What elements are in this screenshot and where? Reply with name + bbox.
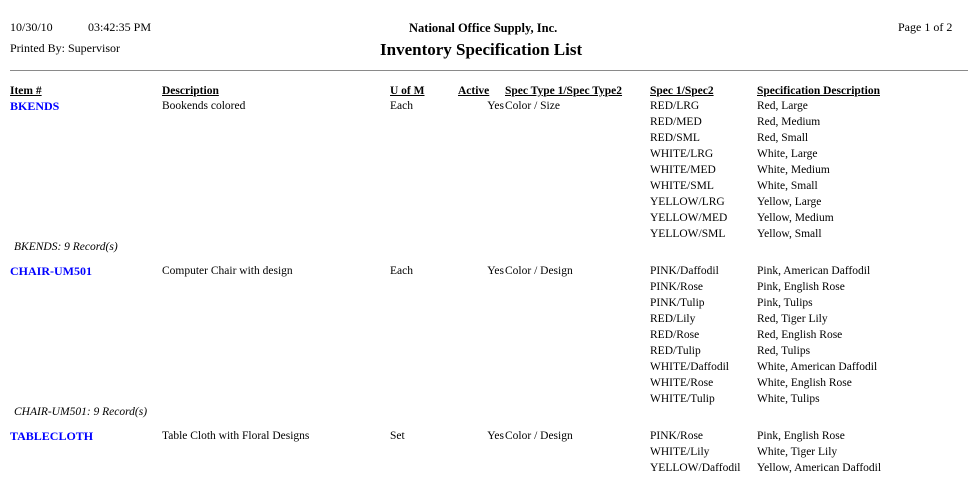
item-uom: Each xyxy=(390,100,413,112)
spec-code: WHITE/Rose xyxy=(650,377,714,389)
item-active: Yes xyxy=(487,100,504,112)
spec-code: WHITE/SML xyxy=(650,180,714,192)
spec-code: RED/SML xyxy=(650,132,700,144)
item-active: Yes xyxy=(487,265,504,277)
spec-code: PINK/Rose xyxy=(650,430,704,442)
item-spec-type: Color / Design xyxy=(505,430,573,442)
spec-code: YELLOW/LRG xyxy=(650,196,725,208)
column-header-item: Item # xyxy=(10,85,42,97)
page-title: Inventory Specification List xyxy=(380,40,583,59)
company-name: National Office Supply, Inc. xyxy=(409,21,558,35)
spec-code: RED/Rose xyxy=(650,329,700,341)
column-header-spec-description: Specification Description xyxy=(757,85,880,97)
column-header-description: Description xyxy=(162,85,219,97)
print-date: 10/30/10 xyxy=(10,20,53,34)
item-uom: Set xyxy=(390,430,405,442)
spec-code: WHITE/Daffodil xyxy=(650,361,729,373)
item-code-link[interactable]: BKENDS xyxy=(10,99,60,113)
item-description: Computer Chair with design xyxy=(162,265,293,277)
spec-description: Red, Large xyxy=(757,100,808,112)
spec-description: Pink, English Rose xyxy=(757,430,845,442)
item-code-link[interactable]: TABLECLOTH xyxy=(10,429,94,443)
item-spec-type: Color / Size xyxy=(505,100,560,112)
spec-description: Red, Tiger Lily xyxy=(757,313,828,325)
spec-code: RED/LRG xyxy=(650,100,700,112)
column-header-active: Active xyxy=(458,85,490,97)
spec-description: Yellow, Medium xyxy=(757,212,834,224)
spec-description: White, Small xyxy=(757,180,818,192)
spec-description: Red, English Rose xyxy=(757,329,843,341)
spec-description: White, Tulips xyxy=(757,393,820,405)
spec-code: RED/Tulip xyxy=(650,345,701,357)
item-spec-type: Color / Design xyxy=(505,265,573,277)
column-header-spec: Spec 1/Spec2 xyxy=(650,85,714,97)
group-footer-count: BKENDS: 9 Record(s) xyxy=(14,241,118,253)
spec-code: PINK/Rose xyxy=(650,281,704,293)
spec-description: Yellow, Large xyxy=(757,196,822,208)
spec-description: Red, Small xyxy=(757,132,809,144)
spec-description: White, English Rose xyxy=(757,377,852,389)
spec-description: Yellow, Small xyxy=(757,228,822,240)
group-footer-count: CHAIR-UM501: 9 Record(s) xyxy=(14,406,148,418)
header-divider xyxy=(10,70,968,71)
spec-code: YELLOW/MED xyxy=(650,212,728,224)
spec-description: Red, Tulips xyxy=(757,345,811,357)
spec-description: Pink, Tulips xyxy=(757,297,813,309)
spec-description: Pink, American Daffodil xyxy=(757,265,871,277)
printed-by: Printed By: Supervisor xyxy=(10,41,120,55)
item-code-link[interactable]: CHAIR-UM501 xyxy=(10,264,92,278)
column-header-uom: U of M xyxy=(390,85,425,97)
item-uom: Each xyxy=(390,265,413,277)
spec-code: YELLOW/SML xyxy=(650,228,726,240)
page-number: Page 1 of 2 xyxy=(898,20,953,34)
spec-code: YELLOW/Daffodil xyxy=(650,462,741,474)
column-header-spec-type: Spec Type 1/Spec Type2 xyxy=(505,85,623,97)
spec-code: WHITE/MED xyxy=(650,164,716,176)
spec-code: RED/MED xyxy=(650,116,702,128)
item-active: Yes xyxy=(487,430,504,442)
spec-code: WHITE/Tulip xyxy=(650,393,715,405)
spec-description: White, American Daffodil xyxy=(757,361,878,373)
spec-description: Pink, English Rose xyxy=(757,281,845,293)
spec-description: White, Tiger Lily xyxy=(757,446,838,458)
spec-code: PINK/Daffodil xyxy=(650,265,719,277)
item-description: Table Cloth with Floral Designs xyxy=(162,430,310,442)
spec-description: White, Medium xyxy=(757,164,830,176)
spec-code: WHITE/Lily xyxy=(650,446,710,458)
spec-code: WHITE/LRG xyxy=(650,148,714,160)
spec-code: PINK/Tulip xyxy=(650,297,705,309)
spec-code: RED/Lily xyxy=(650,313,696,325)
spec-description: Yellow, American Daffodil xyxy=(757,462,882,474)
spec-description: White, Large xyxy=(757,148,818,160)
print-time: 03:42:35 PM xyxy=(88,20,152,34)
spec-description: Red, Medium xyxy=(757,116,821,128)
item-description: Bookends colored xyxy=(162,100,246,112)
